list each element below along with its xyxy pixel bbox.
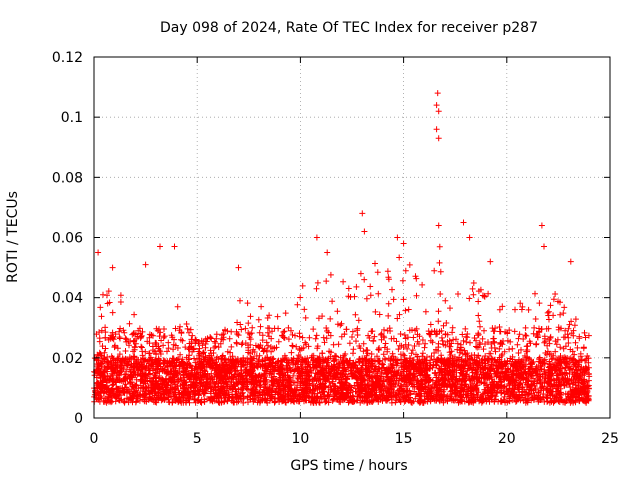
y-axis-label: ROTI / TECUs xyxy=(5,191,21,283)
x-tick-label: 0 xyxy=(90,431,99,447)
scatter-points xyxy=(91,90,593,406)
y-tick-label: 0.1 xyxy=(61,110,83,126)
x-tick-label: 25 xyxy=(601,431,619,447)
x-tick-label: 5 xyxy=(193,431,202,447)
x-axis-label: GPS time / hours xyxy=(290,458,407,474)
axis-ticks: 0 5 10 15 20 25 0 0.02 0.04 0.06 0.08 0.1 0.12 xyxy=(52,50,619,447)
y-tick-label: 0.02 xyxy=(52,351,83,367)
y-tick-label: 0.12 xyxy=(52,50,83,66)
scatter-point-markers xyxy=(91,90,593,406)
chart-title: Day 098 of 2024, Rate Of TEC Index for r… xyxy=(160,20,538,36)
y-tick-label: 0.08 xyxy=(52,170,83,186)
x-tick-label: 20 xyxy=(498,431,516,447)
y-tick-label: 0.06 xyxy=(52,231,83,247)
x-tick-label: 15 xyxy=(395,431,413,447)
y-tick-label: 0 xyxy=(74,411,83,427)
x-tick-label: 10 xyxy=(291,431,309,447)
y-tick-label: 0.04 xyxy=(52,291,83,307)
